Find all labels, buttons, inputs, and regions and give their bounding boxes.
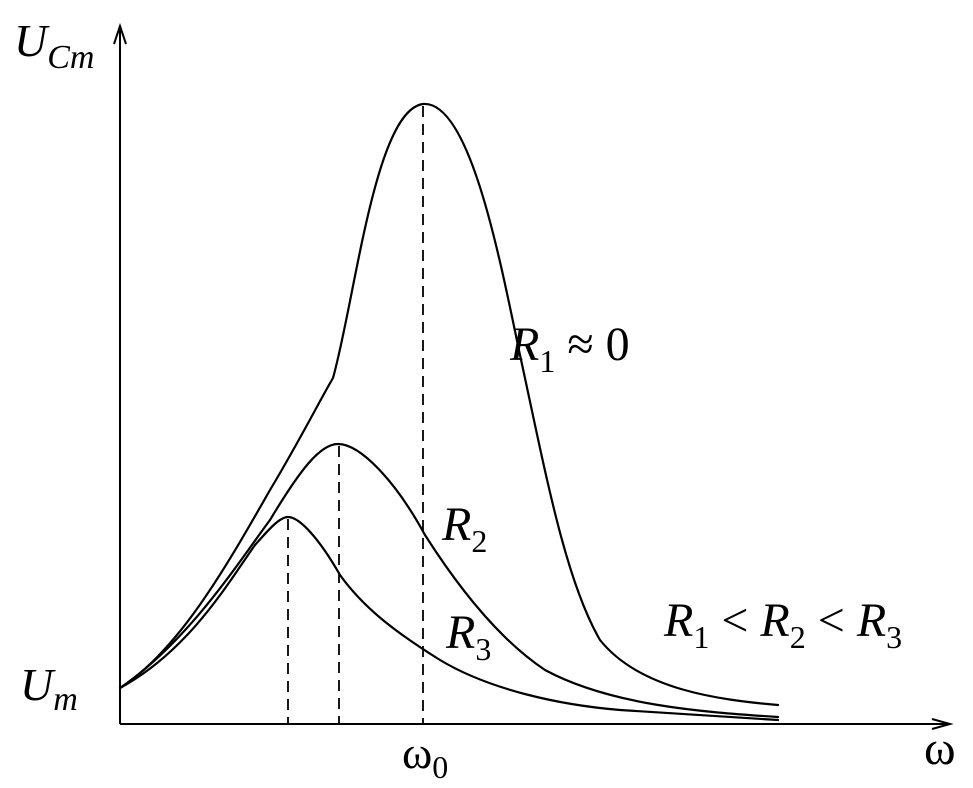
curve-r1-label-tail: ≈ 0 xyxy=(555,318,629,371)
relation-r1-sub: 1 xyxy=(693,619,709,655)
y-axis-arrow-icon xyxy=(113,22,127,45)
curve-r3-label-main: R xyxy=(445,606,475,659)
curve-r2-label-sub: 2 xyxy=(471,523,487,559)
curve-r1 xyxy=(118,102,780,707)
y-axis-label-main: U xyxy=(14,15,50,66)
origin-label-sub: m xyxy=(53,681,78,718)
relation-lt1: < xyxy=(709,594,760,647)
omega0-sub: 0 xyxy=(432,749,448,785)
omega0-tick-label: ω0 xyxy=(402,727,448,785)
y-axis-label-sub: Cm xyxy=(47,39,94,76)
curve-r2-label: R2 xyxy=(441,498,487,559)
curve-r1-label-main: R xyxy=(509,318,539,371)
relation-r3: R xyxy=(856,594,886,647)
omega0-main: ω xyxy=(402,727,432,778)
relation-r3-sub: 3 xyxy=(886,619,902,655)
relation-r2-sub: 2 xyxy=(790,619,806,655)
curve-r2 xyxy=(118,442,780,719)
origin-label-main: U xyxy=(20,659,56,710)
relation-r2: R xyxy=(759,594,789,647)
curve-r2-label-main: R xyxy=(441,498,471,551)
y-axis-label: UCm xyxy=(14,15,94,76)
relation-lt2: < xyxy=(806,594,857,647)
curve-r3 xyxy=(118,515,780,722)
x-axis-arrow-icon xyxy=(931,718,954,730)
relation-r1: R xyxy=(663,594,693,647)
curve-r3-label: R3 xyxy=(445,606,491,667)
curve-r1-label-sub: 1 xyxy=(539,343,555,379)
x-axis-label: ω xyxy=(924,722,956,775)
curve-r1-label: R1 ≈ 0 xyxy=(509,318,630,379)
curve-r3-label-sub: 3 xyxy=(475,631,491,667)
relation-label: R1 < R2 < R3 xyxy=(604,594,938,659)
origin-label: Um xyxy=(20,659,78,718)
